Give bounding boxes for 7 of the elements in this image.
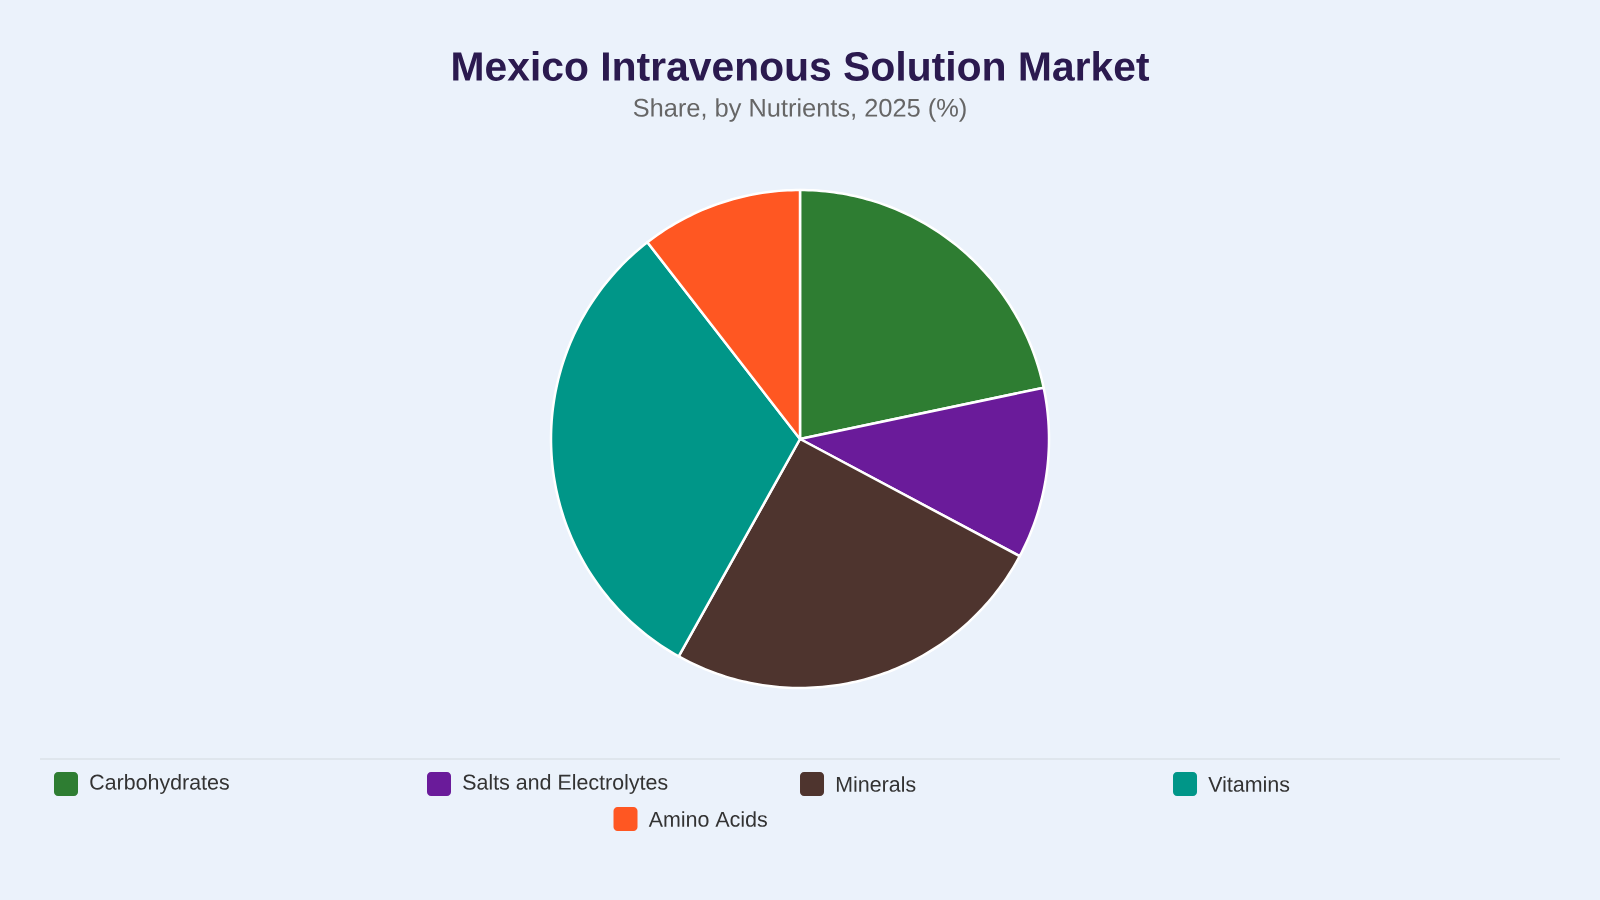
legend-label: Minerals (836, 776, 916, 792)
legend-label: Amino Acids (648, 811, 767, 827)
legend-label: Salts and Electrolytes (463, 774, 668, 794)
chart-subtitle: Share, by Nutrients, 2025 (%) (633, 98, 966, 122)
legend-label: Vitamins (1208, 776, 1290, 792)
legend-label: Carbohydrates (90, 774, 229, 794)
chart-title: Mexico Intravenous Solution Market (453, 51, 1150, 81)
